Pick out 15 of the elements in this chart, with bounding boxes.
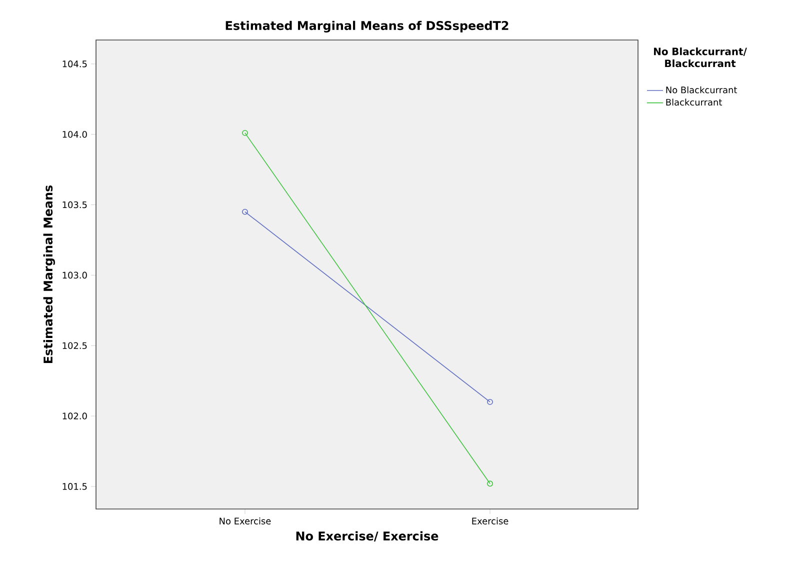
x-axis-title: No Exercise/ Exercise xyxy=(296,531,438,542)
y-tick-label: 104.0 xyxy=(62,130,87,138)
x-tick-label: No Exercise xyxy=(220,518,271,524)
legend-label: No Blackcurrant xyxy=(666,86,738,94)
y-axis-title: Estimated Marginal Means xyxy=(43,185,55,363)
x-tick-label: Exercise xyxy=(472,518,508,524)
legend-label: Blackcurrant xyxy=(666,98,722,106)
y-tick-label: 104.5 xyxy=(62,60,87,68)
legend-title: No Blackcurrant/ Blackcurrant xyxy=(654,47,747,68)
y-tick-label: 101.5 xyxy=(62,483,87,490)
y-tick-label: 103.0 xyxy=(62,272,87,279)
chart-title: Estimated Marginal Means of DSSspeedT2 xyxy=(226,20,508,32)
y-tick-label: 103.5 xyxy=(62,201,87,208)
y-tick-label: 102.0 xyxy=(62,412,87,420)
y-tick-label: 102.5 xyxy=(62,342,87,349)
